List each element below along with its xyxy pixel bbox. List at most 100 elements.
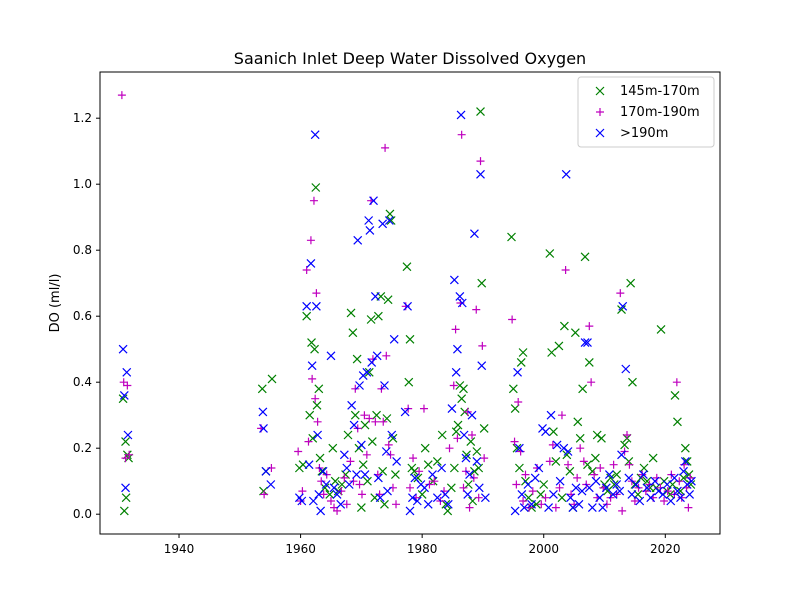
data-point xyxy=(685,489,695,499)
data-point xyxy=(366,315,376,324)
data-point xyxy=(348,328,358,338)
data-point xyxy=(684,503,693,512)
data-point xyxy=(378,466,388,476)
data-point xyxy=(510,506,520,516)
data-point xyxy=(305,410,315,420)
data-point xyxy=(687,476,696,486)
data-point xyxy=(598,503,608,513)
data-point xyxy=(379,417,388,426)
data-point xyxy=(382,351,391,360)
data-point xyxy=(518,348,528,357)
legend-marker xyxy=(596,108,604,116)
data-point xyxy=(350,410,360,420)
data-point xyxy=(298,487,307,496)
data-point xyxy=(514,463,524,473)
data-point xyxy=(317,477,326,486)
y-tick-label: 0.2 xyxy=(73,441,92,455)
data-point xyxy=(554,341,564,351)
data-point xyxy=(400,407,410,417)
data-point xyxy=(650,476,660,486)
data-point xyxy=(519,497,528,505)
data-point xyxy=(563,447,573,456)
data-point xyxy=(575,433,585,443)
data-point xyxy=(312,400,322,410)
data-point xyxy=(337,487,346,496)
data-point xyxy=(552,440,562,450)
data-point xyxy=(638,470,648,480)
data-point xyxy=(119,378,128,387)
y-tick-label: 0.6 xyxy=(73,309,92,323)
data-point xyxy=(682,480,692,489)
data-point xyxy=(384,216,394,225)
data-point xyxy=(514,398,523,406)
data-point xyxy=(364,367,374,377)
data-point xyxy=(451,325,460,334)
data-point xyxy=(670,390,680,400)
data-point xyxy=(472,305,481,314)
data-point xyxy=(646,493,656,503)
data-point xyxy=(311,394,320,403)
data-point xyxy=(595,493,605,503)
data-point xyxy=(406,483,414,492)
data-point xyxy=(412,496,422,506)
data-point xyxy=(308,433,318,443)
data-point xyxy=(612,470,622,480)
data-point xyxy=(417,489,427,499)
data-point xyxy=(425,480,434,489)
chart-title: Saanich Inlet Deep Water Dissolved Oxyge… xyxy=(234,49,586,68)
data-point xyxy=(516,357,526,367)
data-point xyxy=(402,262,412,272)
data-point xyxy=(316,506,326,516)
data-point xyxy=(541,427,550,437)
data-point xyxy=(555,483,564,492)
data-point xyxy=(423,499,433,509)
data-point xyxy=(686,480,696,489)
data-point xyxy=(508,315,517,324)
data-point xyxy=(549,427,558,437)
series-2 xyxy=(118,110,696,516)
data-point xyxy=(476,107,485,117)
data-point xyxy=(546,410,556,420)
data-point xyxy=(312,289,321,298)
data-point xyxy=(662,480,672,489)
data-point xyxy=(527,499,536,509)
data-point xyxy=(634,483,643,492)
data-point xyxy=(616,289,625,298)
data-point xyxy=(677,493,686,502)
data-point xyxy=(519,503,529,513)
data-point xyxy=(462,450,471,460)
data-point xyxy=(618,301,628,311)
data-point xyxy=(474,483,484,493)
data-point xyxy=(309,196,318,205)
data-point xyxy=(587,466,597,476)
data-point xyxy=(117,91,126,100)
data-point xyxy=(463,407,472,416)
data-point xyxy=(404,377,414,387)
data-point xyxy=(521,470,530,479)
legend-label: >190m xyxy=(620,126,668,141)
data-point xyxy=(541,493,550,502)
data-point xyxy=(314,489,324,499)
data-point xyxy=(568,503,578,513)
data-point xyxy=(380,499,389,509)
data-point xyxy=(372,410,381,420)
data-point xyxy=(576,444,585,453)
data-point xyxy=(512,480,521,489)
data-point xyxy=(549,489,558,499)
data-point xyxy=(384,440,393,449)
data-point xyxy=(544,503,554,513)
data-point xyxy=(574,499,584,509)
data-point xyxy=(580,252,590,262)
data-point xyxy=(321,480,331,489)
data-point xyxy=(356,503,366,513)
data-point xyxy=(559,443,569,453)
data-point xyxy=(467,410,477,420)
data-point xyxy=(365,414,374,423)
data-point xyxy=(666,496,676,506)
data-point xyxy=(369,196,378,206)
data-point xyxy=(578,384,588,394)
data-point xyxy=(326,351,336,361)
data-point xyxy=(534,463,544,473)
data-point xyxy=(604,470,614,480)
data-point xyxy=(566,493,575,503)
